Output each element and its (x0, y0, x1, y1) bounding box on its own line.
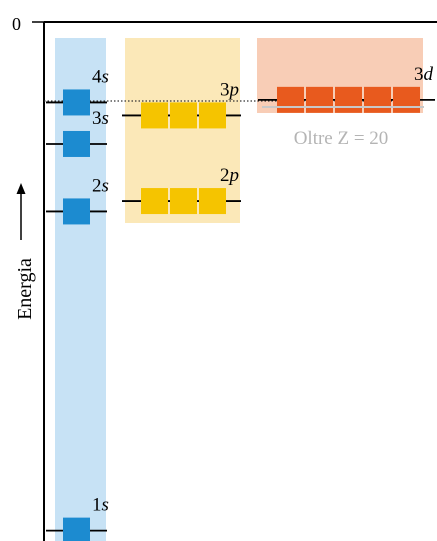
orbital-label: 1s (92, 495, 109, 516)
orbital-3d: 3d (258, 64, 435, 113)
orbital-box (141, 102, 168, 129)
orbital-box (63, 198, 90, 225)
orbital-4s: 4s (46, 66, 109, 116)
orbital-1s: 1s (46, 495, 109, 541)
orbital-box (63, 130, 90, 157)
orbital-label: 3p (220, 79, 239, 100)
orbital-3p: 3p (122, 79, 241, 129)
orbital-2s: 2s (46, 175, 109, 225)
s-orbital-band (55, 38, 106, 541)
zero-label: 0 (12, 14, 21, 34)
beyond-z20-note: Oltre Z = 20 (294, 128, 389, 149)
orbitals-layer: 1s 2s 3s 4s 2p 3p 3d (46, 64, 435, 541)
orbital-label: 2s (92, 175, 109, 196)
orbital-box (63, 517, 90, 541)
energy-axis-label: Energia (14, 258, 36, 320)
orbital-box (170, 102, 197, 129)
orbital-box (306, 86, 333, 113)
orbital-3s: 3s (46, 108, 109, 157)
orbital-label: 3s (92, 108, 109, 129)
energy-arrow-head (16, 183, 26, 194)
orbital-2p: 2p (122, 165, 241, 215)
orbital-box (199, 188, 226, 215)
orbital-box (63, 89, 90, 116)
orbital-label: 4s (92, 66, 109, 87)
orbital-box (393, 86, 420, 113)
orbital-label: 2p (220, 165, 239, 186)
orbital-box (170, 188, 197, 215)
orbital-box (277, 86, 304, 113)
orbital-box (335, 86, 362, 113)
orbital-box (364, 86, 391, 113)
orbital-box (199, 102, 226, 129)
orbital-box (141, 188, 168, 215)
orbital-label: 3d (414, 64, 434, 85)
